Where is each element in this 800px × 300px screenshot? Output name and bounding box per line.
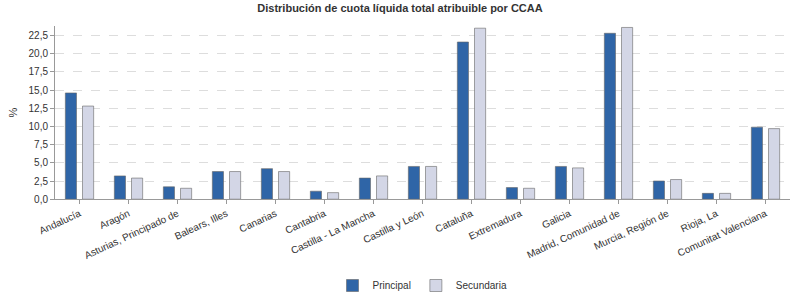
svg-text:Rioja, La: Rioja, La [679, 207, 720, 234]
svg-text:0,0: 0,0 [34, 194, 48, 205]
svg-text:12,5: 12,5 [29, 103, 49, 114]
svg-text:Balears, Illes: Balears, Illes [173, 208, 230, 242]
svg-text:Canarias: Canarias [238, 208, 279, 235]
svg-text:Comunitat Valenciana: Comunitat Valenciana [676, 207, 769, 258]
svg-text:Murcia, Región de: Murcia, Región de [592, 207, 671, 251]
svg-text:Castilla y León: Castilla y León [361, 208, 425, 246]
svg-text:Madrid, Comunidad de: Madrid, Comunidad de [525, 207, 622, 260]
svg-text:20,0: 20,0 [29, 48, 49, 59]
svg-text:Castilla - La Mancha: Castilla - La Mancha [289, 207, 377, 256]
svg-text:10,0: 10,0 [29, 121, 49, 132]
svg-text:Principal: Principal [373, 280, 411, 291]
svg-text:7,5: 7,5 [34, 139, 48, 150]
svg-text:2,5: 2,5 [34, 176, 48, 187]
svg-text:Cantabria: Cantabria [284, 207, 328, 235]
svg-text:17,5: 17,5 [29, 66, 49, 77]
svg-text:5,0: 5,0 [34, 157, 48, 168]
svg-text:Cataluña: Cataluña [434, 207, 475, 234]
svg-text:Secundaria: Secundaria [456, 280, 507, 291]
svg-text:Aragón: Aragón [98, 208, 132, 232]
svg-text:22,5: 22,5 [29, 30, 49, 41]
svg-text:Extremadura: Extremadura [467, 207, 524, 241]
svg-text:Asturias, Principado de: Asturias, Principado de [83, 207, 181, 261]
svg-text:15,0: 15,0 [29, 85, 49, 96]
svg-text:Distribución de cuota líquida: Distribución de cuota líquida total atri… [257, 2, 542, 14]
svg-text:Galicia: Galicia [540, 207, 573, 230]
svg-text:%: % [7, 107, 19, 117]
svg-text:Andalucía: Andalucía [37, 207, 82, 236]
